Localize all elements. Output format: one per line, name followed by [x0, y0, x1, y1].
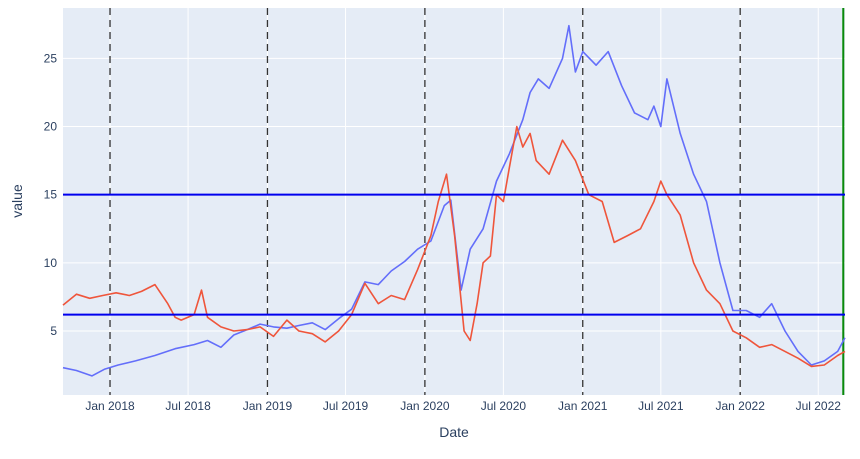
- y-tick-label: 25: [44, 51, 58, 65]
- x-tick-label: Jan 2022: [715, 399, 765, 413]
- x-tick-label: Jul 2021: [638, 399, 684, 413]
- y-tick-label: 15: [44, 188, 58, 202]
- series-group: [62, 24, 846, 377]
- y-tick-label: 5: [50, 324, 57, 338]
- x-tick-label: Jan 2021: [558, 399, 608, 413]
- y-tick-label: 10: [44, 256, 58, 270]
- y-axis-title: value: [9, 184, 25, 218]
- x-axis-ticks: Jan 2018 Jul 2018 Jan 2019 Jul 2019 Jan 2020…: [85, 399, 841, 413]
- y-axis-ticks: 5 10 15 20 25: [44, 51, 58, 338]
- plot-background: [63, 8, 845, 395]
- horizontal-reference-lines: [63, 193, 845, 316]
- x-tick-label: Jan 2018: [85, 399, 135, 413]
- y-tick-label: 20: [44, 120, 58, 134]
- series-line-2: [62, 125, 846, 368]
- x-tick-label: Jul 2022: [796, 399, 842, 413]
- vertical-reference-lines: [109, 8, 845, 395]
- x-tick-label: Jan 2019: [243, 399, 293, 413]
- x-tick-label: Jul 2019: [323, 399, 369, 413]
- series-line-1: [62, 24, 846, 377]
- x-tick-label: Jul 2020: [481, 399, 527, 413]
- x-tick-label: Jan 2020: [400, 399, 450, 413]
- x-axis-title: Date: [439, 424, 469, 440]
- x-tick-label: Jul 2018: [165, 399, 211, 413]
